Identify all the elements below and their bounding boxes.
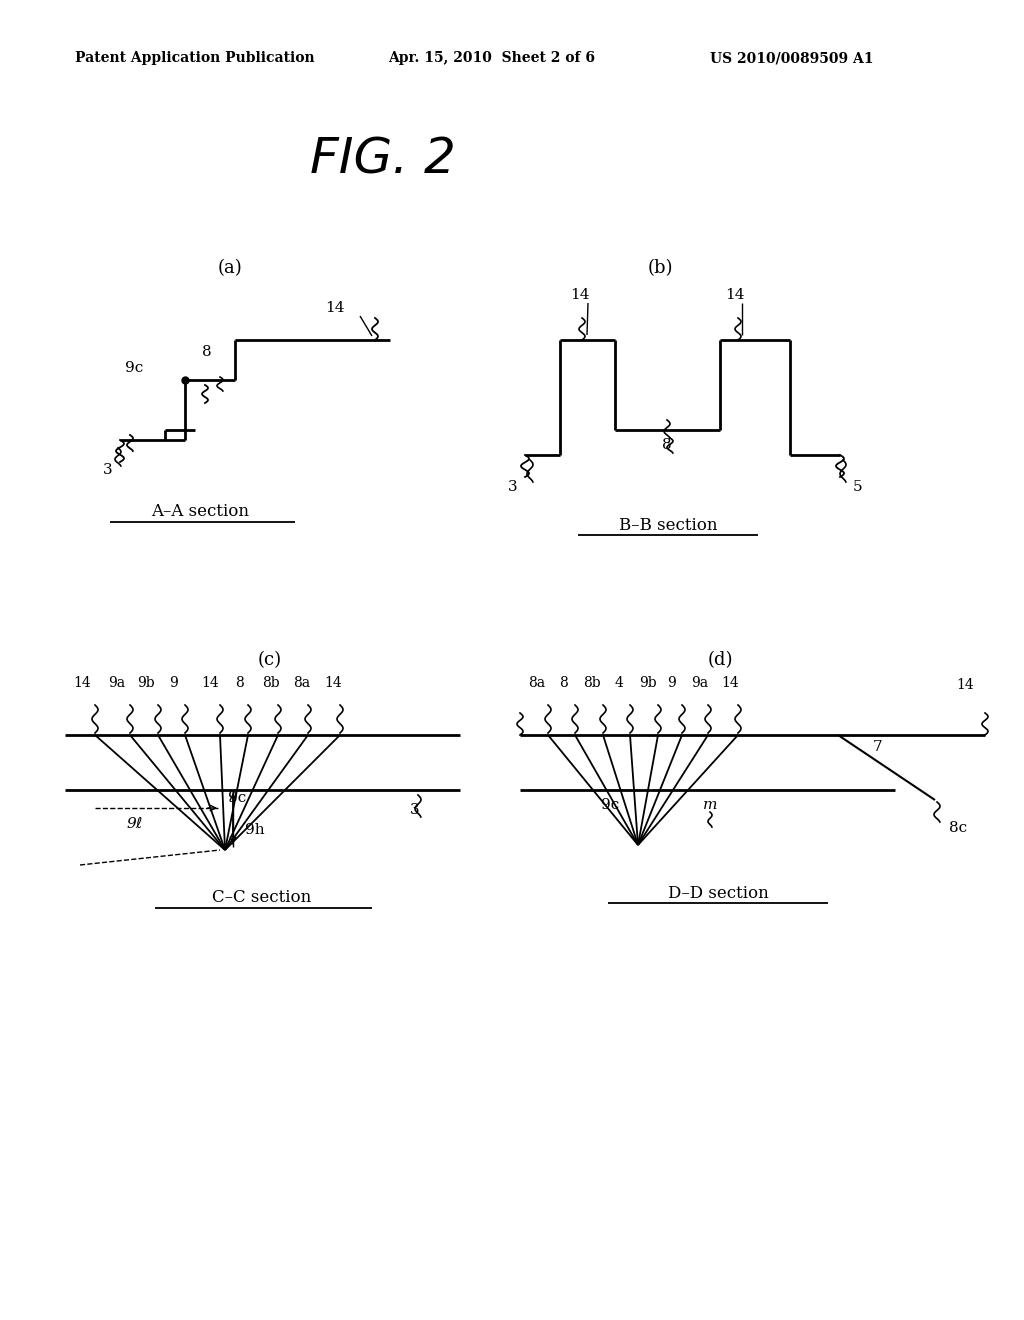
Text: (c): (c): [258, 651, 282, 669]
Text: 4: 4: [614, 676, 624, 690]
Text: 8c: 8c: [949, 821, 967, 836]
Text: (b): (b): [647, 259, 673, 277]
Text: 9: 9: [169, 676, 177, 690]
Text: 8a: 8a: [528, 676, 546, 690]
Text: A–A section: A–A section: [151, 503, 249, 520]
Text: 8: 8: [202, 345, 212, 359]
Text: 9b: 9b: [639, 676, 656, 690]
Text: B–B section: B–B section: [618, 516, 717, 533]
Text: FIG. 2: FIG. 2: [310, 136, 456, 183]
Text: 8: 8: [663, 438, 672, 451]
Text: 14: 14: [570, 288, 590, 302]
Text: 9h: 9h: [245, 822, 264, 837]
Text: 14: 14: [326, 301, 345, 315]
Text: 3: 3: [103, 463, 113, 477]
Text: 8: 8: [236, 676, 245, 690]
Text: 14: 14: [201, 676, 219, 690]
Text: 9a: 9a: [109, 676, 126, 690]
Text: 7: 7: [873, 741, 883, 754]
Text: (a): (a): [218, 259, 243, 277]
Text: Patent Application Publication: Patent Application Publication: [75, 51, 314, 65]
Text: (d): (d): [708, 651, 733, 669]
Text: D–D section: D–D section: [668, 884, 768, 902]
Text: 9: 9: [668, 676, 677, 690]
Text: 9$\ell$: 9$\ell$: [126, 816, 143, 830]
Text: 14: 14: [73, 676, 91, 690]
Text: 14: 14: [325, 676, 342, 690]
Text: Apr. 15, 2010  Sheet 2 of 6: Apr. 15, 2010 Sheet 2 of 6: [388, 51, 595, 65]
Text: C–C section: C–C section: [212, 890, 311, 907]
Text: 9c: 9c: [125, 360, 143, 375]
Text: 3: 3: [411, 803, 420, 817]
Text: 9a: 9a: [691, 676, 709, 690]
Text: 8: 8: [560, 676, 568, 690]
Text: 8a: 8a: [294, 676, 310, 690]
Text: 8b: 8b: [262, 676, 280, 690]
Text: 14: 14: [956, 678, 974, 692]
Text: m: m: [702, 799, 717, 812]
Text: 9c: 9c: [601, 799, 620, 812]
Text: 5: 5: [853, 480, 863, 494]
Text: US 2010/0089509 A1: US 2010/0089509 A1: [710, 51, 873, 65]
Text: 14: 14: [725, 288, 744, 302]
Text: 14: 14: [721, 676, 739, 690]
Text: 8b: 8b: [584, 676, 601, 690]
Text: 9b: 9b: [137, 676, 155, 690]
Text: 3: 3: [508, 480, 518, 494]
Text: 9c: 9c: [228, 791, 246, 805]
